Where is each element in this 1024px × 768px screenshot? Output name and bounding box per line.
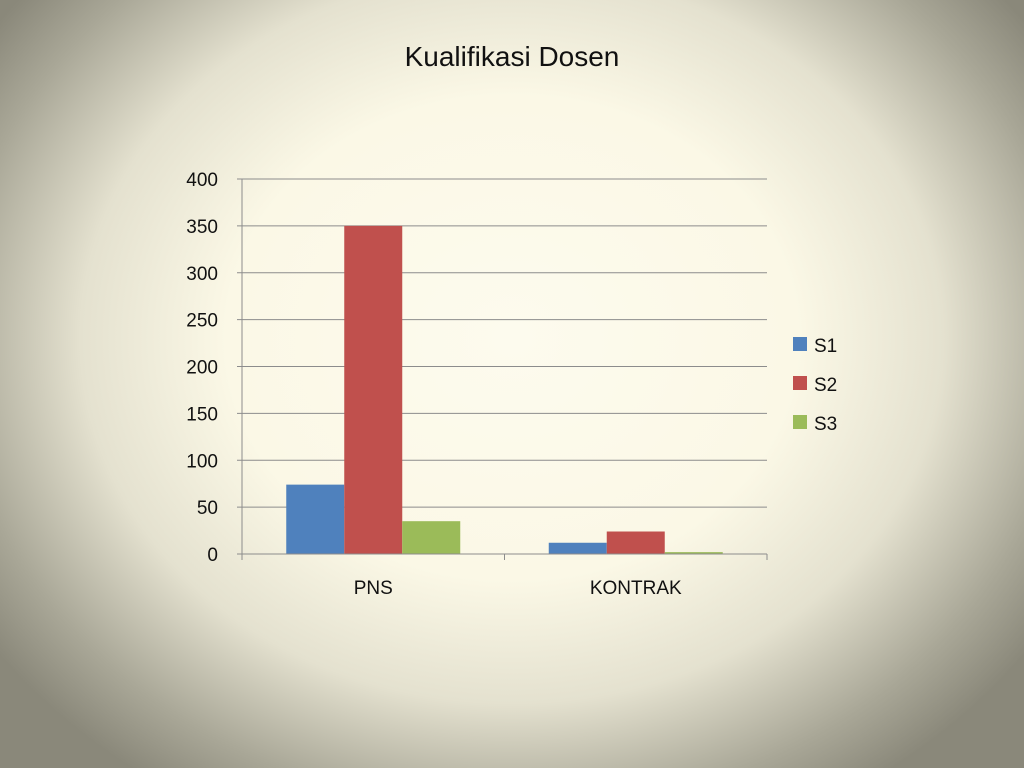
x-category-label: PNS (354, 578, 393, 599)
legend-label: S2 (814, 375, 837, 396)
gridlines (242, 178, 767, 508)
chart-title: Kualifikasi Dosen (405, 41, 620, 72)
y-tick-label: 400 (186, 170, 218, 191)
y-tick-label: 200 (186, 358, 218, 379)
bar-s2-kontrak (606, 531, 665, 554)
bar-s1-kontrak (548, 542, 607, 554)
legend-swatch (793, 415, 807, 429)
y-tick-label: 0 (207, 545, 218, 566)
legend-swatch (793, 376, 807, 390)
legend-label: S1 (814, 336, 837, 357)
bar-s3-kontrak (664, 552, 723, 554)
bar-s1-pns (286, 484, 345, 554)
y-tick-label: 150 (186, 404, 218, 425)
y-tick-label: 100 (186, 451, 218, 472)
x-category-label: KONTRAK (590, 578, 682, 599)
y-tick-label: 250 (186, 311, 218, 332)
bar-s3-pns (402, 521, 461, 554)
y-tick-label: 50 (197, 498, 218, 519)
y-tick-label: 350 (186, 217, 218, 238)
axes: 0 50 100 150 200 250 300 350 400 PNS KONTRAK (186, 170, 768, 599)
legend-swatch (793, 337, 807, 351)
bar-s2-pns (344, 225, 403, 554)
legend-label: S3 (814, 414, 837, 435)
bars (286, 225, 723, 554)
y-tick-label: 300 (186, 264, 218, 285)
legend: S1 S2 S3 (793, 336, 837, 435)
